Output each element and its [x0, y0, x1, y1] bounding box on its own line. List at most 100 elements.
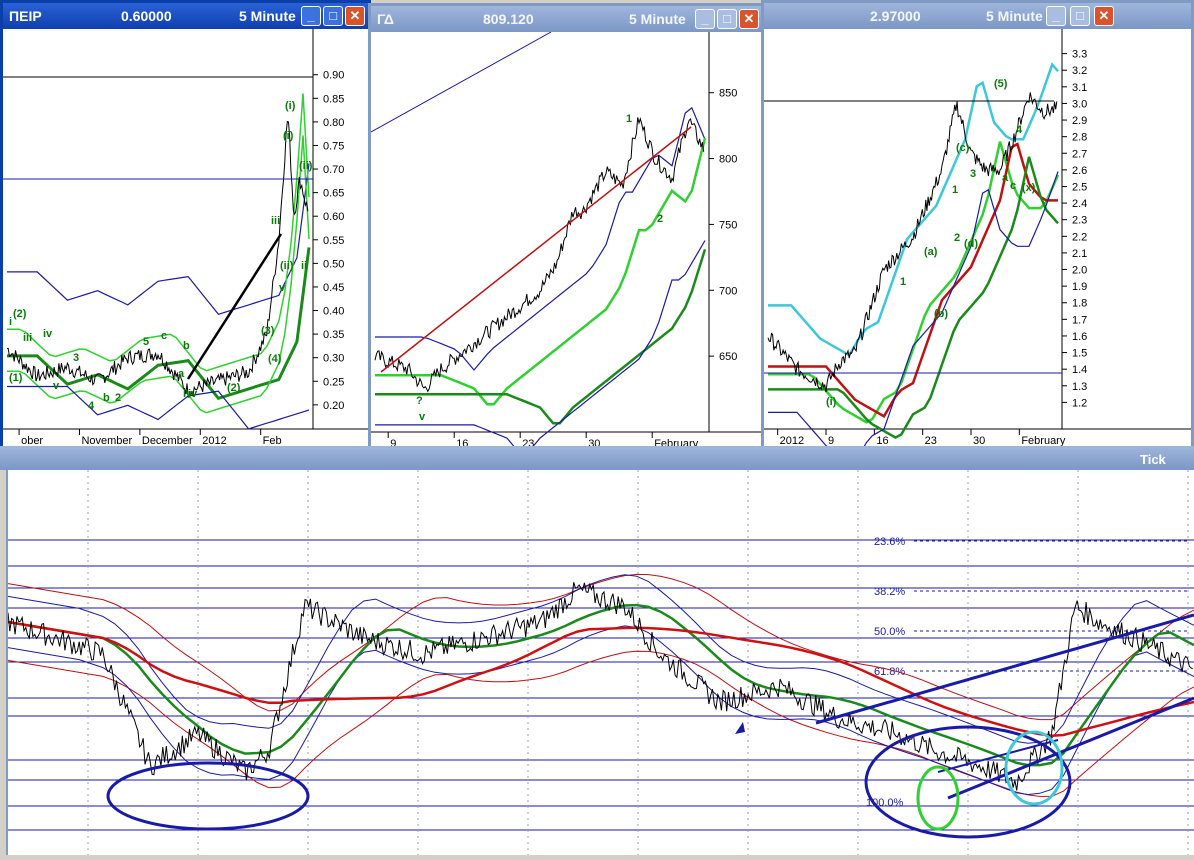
x-tick-label: November	[81, 435, 132, 447]
window-2-titlebar[interactable]: ΓΔ 809.120 5 Minute _ □ ✕	[371, 6, 761, 32]
window-3-timeframe: 5 Minute	[986, 8, 1043, 24]
bollinger-upper	[7, 574, 1194, 744]
wave-label: (c)	[956, 142, 970, 154]
close-button[interactable]: ✕	[345, 6, 365, 26]
window-1-titlebar[interactable]: ΠΕΙΡ 0.60000 5 Minute _ □ ✕	[3, 3, 368, 29]
y-tick-label: 0.70	[323, 164, 344, 176]
wave-label: iii	[23, 332, 32, 344]
wave-label: a	[1002, 172, 1009, 184]
maximize-button[interactable]: □	[323, 6, 343, 26]
slow-average	[7, 620, 1194, 737]
lower-band	[768, 171, 1059, 449]
maximize-button[interactable]: □	[717, 9, 737, 29]
wave-label: 5	[143, 336, 149, 348]
x-tick-label: 9	[390, 438, 396, 450]
wave-label: (a)	[924, 246, 938, 258]
trend-line	[380, 126, 692, 373]
y-tick-label: 2.2	[1072, 231, 1087, 243]
y-tick-label: 1.3	[1072, 381, 1087, 393]
upper-band	[375, 106, 706, 371]
chart-window-3[interactable]: 2.97000 5 Minute _ □ ✕ 3.3 3.2 3.1 3.0 2.9 2.…	[761, 0, 1194, 470]
channel-lower	[947, 696, 1194, 800]
window-2-timeframe: 5 Minute	[629, 11, 686, 27]
maximize-button[interactable]: □	[1070, 6, 1090, 26]
bollinger-lower	[7, 135, 310, 414]
window-1-symbol: ΠΕΙΡ	[9, 8, 42, 24]
highlight-ellipse	[106, 761, 310, 831]
minimize-button[interactable]: _	[695, 9, 715, 29]
close-button[interactable]: ✕	[739, 9, 759, 29]
x-tick-label: 9	[828, 435, 834, 447]
channel-mid	[937, 739, 1059, 773]
slow-average	[768, 156, 1059, 440]
chart-1-plot[interactable]: 0.90 0.85 0.80 0.75 0.70 0.65 0.60 0.55 0.50 0.45…	[3, 29, 368, 449]
y-tick-label: 1.5	[1072, 348, 1087, 360]
wave-label: c	[1010, 180, 1016, 192]
wave-label: v	[279, 282, 286, 294]
y-tick-label: 2.0	[1072, 265, 1087, 277]
minimize-button[interactable]: _	[301, 6, 321, 26]
wave-label: c	[161, 330, 167, 342]
fib-label: 50.0%	[874, 626, 905, 638]
fib-label: 23.6%	[874, 536, 905, 548]
wave-label: 1	[626, 113, 632, 125]
wave-label: (i)	[826, 396, 837, 408]
wave-label: 1	[952, 184, 958, 196]
tick-chart-plot[interactable]: 23.6%38.2%50.0%61.8%100.0%	[7, 470, 1194, 855]
y-tick-label: 0.30	[323, 353, 344, 365]
lower-envelope	[7, 650, 1194, 797]
channel-upper	[815, 613, 1194, 725]
y-tick-label: 650	[719, 351, 737, 363]
y-tick-label: 0.45	[323, 282, 344, 294]
window-2-price: 809.120	[483, 11, 534, 27]
upper-envelope	[7, 573, 1194, 721]
y-tick-label: 0.85	[323, 93, 344, 105]
wave-label: 4	[88, 400, 95, 412]
highlight-ellipse	[864, 725, 1072, 839]
wave-label: a	[178, 368, 185, 380]
close-button[interactable]: ✕	[1094, 6, 1114, 26]
y-tick-label: 3.2	[1072, 65, 1087, 77]
y-tick-label: 1.9	[1072, 281, 1087, 293]
x-tick-label: December	[142, 435, 193, 447]
x-tick-label: ober	[21, 435, 43, 447]
window-3-price: 2.97000	[870, 8, 921, 24]
wave-label: (3)	[261, 325, 275, 337]
y-tick-label: 2.7	[1072, 148, 1087, 160]
wave-label: (2)	[13, 308, 27, 320]
y-tick-label: 0.65	[323, 188, 344, 200]
wave-label: (i)	[283, 130, 294, 142]
tick-window-titlebar[interactable]	[0, 446, 1194, 470]
upper-band	[7, 163, 310, 315]
y-tick-label: 2.8	[1072, 132, 1087, 144]
y-tick-label: 0.25	[323, 376, 344, 388]
y-tick-label: 2.4	[1072, 198, 1087, 210]
wave-label: iii	[271, 215, 280, 227]
window-1-price: 0.60000	[121, 8, 172, 24]
wave-label: 2	[657, 213, 663, 225]
price-line	[767, 92, 1058, 393]
tick-window-title: Tick	[1140, 452, 1166, 467]
chart-3-plot[interactable]: 3.3 3.2 3.1 3.0 2.9 2.8 2.7 2.6 2.5 2.4 2.3 2.2 2.1 2…	[764, 29, 1191, 449]
chart-window-1[interactable]: ΠΕΙΡ 0.60000 5 Minute _ □ ✕ 0.90 0.85 0.80…	[0, 0, 371, 470]
wave-label: ii	[301, 260, 307, 272]
green-ellipse	[916, 765, 960, 831]
y-tick-label: 1.4	[1072, 364, 1087, 376]
minimize-button[interactable]: _	[1046, 6, 1066, 26]
chart-window-2[interactable]: ΓΔ 809.120 5 Minute _ □ ✕ 850 800 750 700 65…	[368, 3, 764, 470]
y-tick-label: 2.3	[1072, 215, 1087, 227]
trend-line	[186, 233, 283, 380]
arrow-icon	[735, 722, 745, 734]
wave-label: v	[53, 380, 60, 392]
slow-average	[375, 249, 707, 425]
x-tick-label: 16	[876, 435, 888, 447]
y-tick-label: 0.50	[323, 258, 344, 270]
price-line	[374, 117, 705, 393]
wave-label: 4	[1016, 124, 1023, 136]
wave-label: 2	[115, 392, 121, 404]
y-tick-label: 2.5	[1072, 181, 1087, 193]
wave-label: (5)	[994, 78, 1008, 90]
window-3-titlebar[interactable]: 2.97000 5 Minute _ □ ✕	[764, 3, 1191, 29]
tick-chart-window[interactable]: 23.6% 38.2% 50.0% 61.8% 100.0%	[6, 470, 1194, 855]
